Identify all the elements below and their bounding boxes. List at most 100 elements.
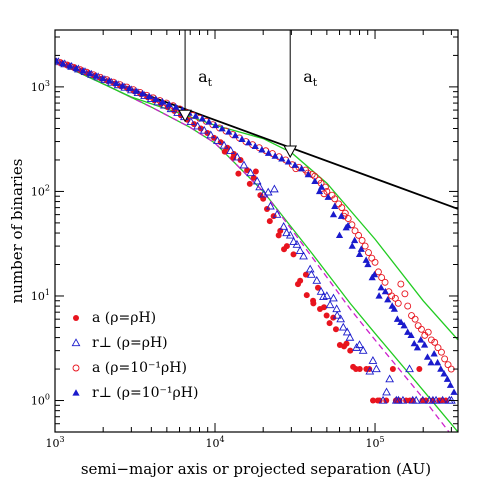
- data-point: [443, 375, 451, 382]
- data-point: [235, 170, 242, 177]
- data-point: [324, 193, 332, 200]
- data-point: [316, 286, 326, 295]
- data-point: [152, 95, 160, 102]
- data-point: [92, 72, 100, 79]
- data-point: [225, 128, 233, 135]
- data-point: [417, 336, 425, 343]
- threshold-annotations: at at: [178, 30, 318, 159]
- data-point: [362, 256, 370, 263]
- data-point: [158, 97, 167, 105]
- data-point: [266, 201, 275, 210]
- data-point: [438, 395, 448, 404]
- data-point: [355, 340, 364, 349]
- data-point: [394, 299, 402, 307]
- data-point: [397, 318, 405, 325]
- legend-label-3: a (ρ=10⁻¹ρH): [92, 360, 187, 376]
- axis-ticks: 103 104 105 100 101 102 103: [31, 30, 458, 450]
- legend: a (ρ=ρH) r⊥ (ρ=ρH) a (ρ=10⁻¹ρH) r⊥ (ρ=10⁻¹ρ…: [71, 310, 198, 401]
- data-point: [364, 260, 372, 268]
- data-point: [272, 209, 282, 218]
- data-point: [420, 341, 429, 348]
- data-point: [352, 366, 359, 373]
- data-point: [332, 310, 342, 319]
- data-point: [66, 62, 74, 69]
- data-point: [281, 246, 288, 253]
- data-point: [444, 361, 452, 369]
- data-point: [374, 268, 382, 276]
- data-point: [338, 204, 346, 212]
- data-point: [347, 347, 354, 354]
- data-point: [365, 366, 375, 375]
- data-point: [400, 321, 408, 329]
- data-point: [375, 292, 383, 299]
- data-point: [441, 355, 449, 363]
- data-point: [348, 242, 356, 249]
- data-point: [371, 258, 379, 266]
- y-tick-label: 100: [31, 393, 50, 408]
- data-point: [264, 149, 273, 156]
- data-point: [244, 167, 251, 174]
- data-point: [266, 218, 273, 225]
- data-point: [440, 370, 448, 377]
- data-point: [369, 397, 376, 404]
- data-point: [331, 202, 339, 210]
- data-point: [351, 227, 359, 235]
- data-point: [393, 315, 402, 322]
- data-point: [381, 287, 389, 295]
- legend-marker-4: [72, 389, 80, 396]
- data-point: [410, 339, 418, 347]
- data-point: [368, 273, 376, 281]
- data-point: [86, 69, 94, 77]
- data-point: [145, 92, 153, 100]
- data-point: [205, 118, 213, 125]
- data-point: [389, 366, 396, 373]
- legend-marker-3: [72, 364, 80, 372]
- data-point: [206, 130, 216, 139]
- legend-label-1: a (ρ=ρH): [92, 310, 156, 326]
- data-point: [291, 161, 299, 168]
- data-point: [289, 237, 299, 245]
- data-point: [424, 328, 432, 336]
- data-point: [213, 136, 222, 144]
- threshold-arrowhead: [178, 109, 192, 123]
- x-axis-title: semi−major axis or projected separation …: [81, 460, 431, 478]
- data-point: [230, 154, 237, 161]
- data-point: [446, 381, 455, 388]
- data-point: [306, 269, 316, 278]
- data-point: [431, 338, 439, 346]
- threshold-arrowhead: [283, 145, 298, 159]
- data-point: [218, 124, 226, 132]
- data-point: [282, 228, 291, 237]
- data-point: [119, 82, 127, 89]
- data-point: [232, 152, 242, 161]
- data-point: [411, 315, 419, 323]
- data-point: [160, 100, 169, 109]
- data-point: [258, 146, 266, 153]
- y-tick-label: 103: [31, 79, 50, 94]
- data-point: [332, 304, 342, 313]
- data-point: [221, 148, 228, 155]
- data-point: [355, 250, 364, 258]
- data-point: [342, 327, 352, 336]
- data-point: [192, 112, 200, 119]
- legend-label-2: r⊥ (ρ=ρH): [92, 335, 168, 351]
- data-point: [329, 293, 338, 302]
- data-point: [275, 232, 282, 239]
- data-point: [365, 249, 372, 257]
- data-point: [186, 117, 196, 126]
- data-point: [271, 152, 279, 159]
- data-point: [404, 328, 412, 335]
- data-point: [294, 281, 301, 288]
- data-point: [251, 142, 259, 149]
- data-point: [246, 180, 253, 187]
- data-point: [79, 67, 87, 74]
- legend-marker-1: [73, 315, 79, 321]
- data-point: [368, 356, 378, 364]
- data-point: [125, 84, 134, 92]
- data-point: [139, 89, 147, 97]
- data-point: [219, 140, 229, 149]
- data-point: [112, 79, 120, 87]
- data-point: [382, 387, 391, 396]
- data-point: [165, 100, 173, 108]
